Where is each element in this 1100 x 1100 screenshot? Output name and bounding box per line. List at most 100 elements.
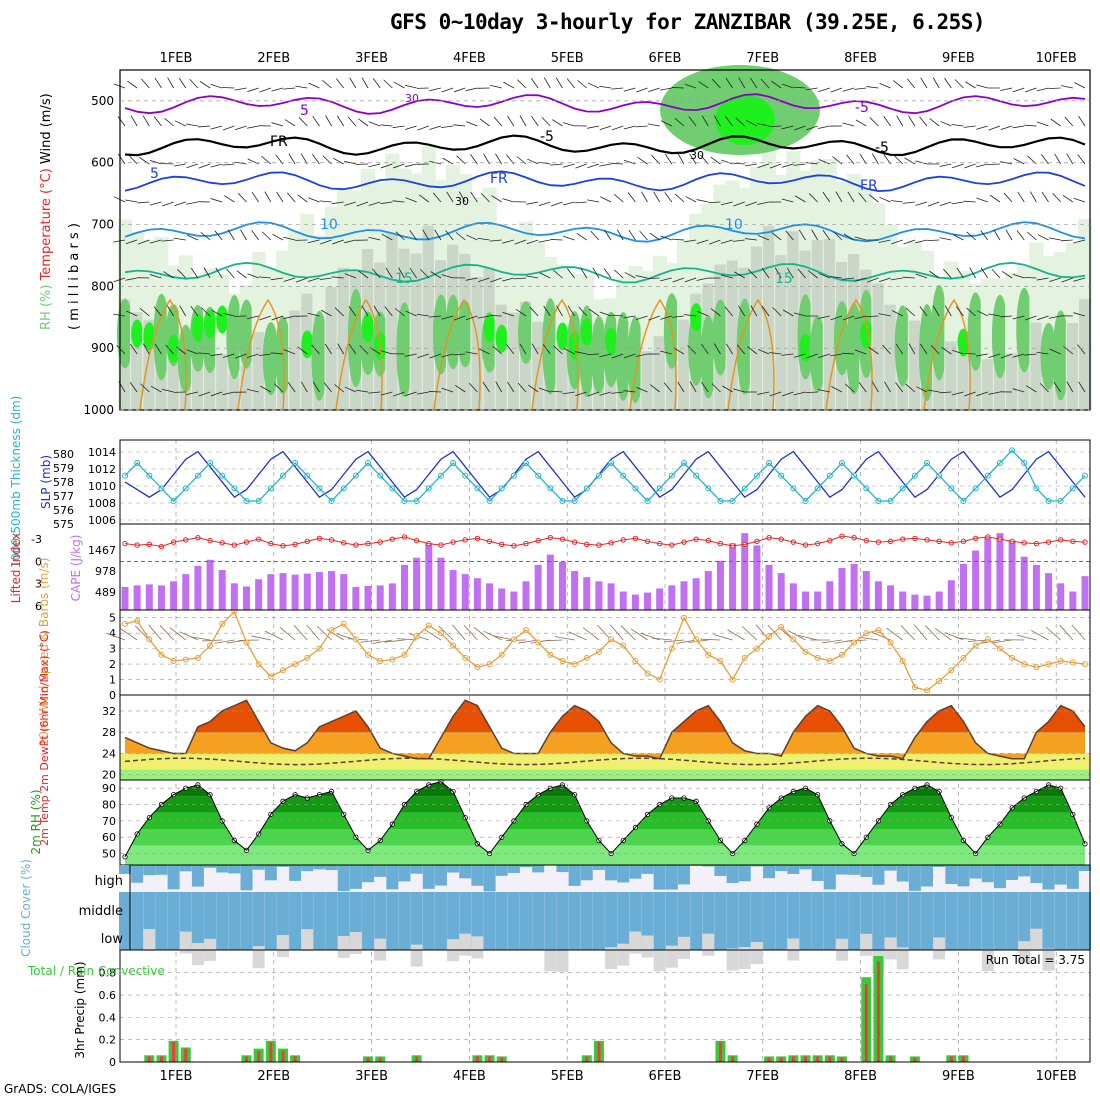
wind-barb [567,268,575,279]
cloud-high-bar [276,865,289,867]
wind-barb [636,387,648,393]
cloud-middle-bar [301,892,314,922]
wind-barb [380,163,393,169]
wind-barb [455,232,466,241]
cloud-high-bar [1030,865,1043,884]
cape-bar [255,579,263,610]
wind-barb [648,87,660,93]
wind-barb [260,385,272,393]
wind-barb [468,382,478,393]
orange-contour [727,298,775,411]
wind-barb [1037,234,1049,241]
wind-barb [270,352,284,355]
rh-cell-green [1052,310,1069,401]
wind-barb [891,310,903,317]
wind-barb [222,163,235,166]
wind-barb [647,277,660,280]
wind-barb [113,313,126,317]
wind-barb [125,277,138,281]
cloud-low-grey [677,936,690,959]
wind-barb [356,389,369,393]
wind-barb [757,348,770,355]
wind-barb [817,125,830,129]
wind-barb [393,81,405,89]
rh-cell-mid [1006,353,1019,410]
wind-barb [648,315,660,321]
wind-barb [495,153,503,165]
wind-barb [903,239,916,245]
rh-cell-green [700,315,717,399]
wind-barb [531,343,539,355]
cloud-middle-bar [690,892,703,922]
rh-cell-green [615,312,632,401]
cloud-high-bar [532,865,545,873]
wind-barb-10m [630,628,648,641]
wind-barb [879,83,891,89]
cloud-high-bar [665,865,678,890]
cloud-middle-bar [434,892,447,922]
wind-barb [271,87,284,92]
cloud-high-bar [240,865,253,891]
cloud-high-bar [629,865,642,879]
wind-barb [394,308,405,317]
wind-barb [319,277,332,281]
cape-bar [218,570,226,610]
temp-ylabel-text: 2m Temp 2m DewPt (6hr Min/Max) (°C) [38,630,51,846]
precip-convective-bar [415,1056,419,1062]
wind-barb [129,382,138,393]
wind-barb-10m [518,639,539,644]
wind-barb [879,196,891,203]
wind-barb [349,77,357,89]
cape-bar [121,586,129,610]
slp-tick: 1006 [88,514,116,527]
cloud-middle-bar [337,892,350,922]
cloud-high-bar [1054,865,1067,885]
cloud-low-grey [1030,928,1043,951]
wind-barb-10m [214,639,235,644]
cloud-high-bar [848,865,861,875]
wind-barb-10m [676,639,697,644]
slp-ylabel-text: SLP (mb) [39,455,53,509]
cloud-high-bar [1079,865,1091,872]
wind-barb [831,386,843,393]
wind-barb [577,80,588,89]
top-day-label: 5FEB [551,51,584,66]
wind-barb [806,125,818,131]
wind-barb [482,381,490,393]
wind-barb [932,305,940,317]
cloud-low-bar [167,922,180,950]
wind-barb [964,391,976,397]
wind-barb [368,121,381,127]
cape-bar [364,585,372,610]
cape-bar [935,591,943,610]
cloud-low-bar [325,922,338,950]
wind-barb [142,343,150,355]
wind-barb [405,125,417,130]
wind-barb [895,382,904,393]
wind-barb [671,87,685,89]
wind-barb [383,79,393,89]
wind-barb [896,115,904,127]
wind-barb [417,353,429,359]
rh-cell-mid [969,364,982,410]
wind-barb [599,85,612,89]
wind-barb [951,201,964,205]
wind-barb-10m [542,639,563,642]
wind-barb [649,232,660,241]
cloud-high-bar [580,865,593,881]
top-day-label: 8FEB [844,51,877,66]
rh-cell-mid [653,336,666,410]
cape-ylabel-text: CAPE (J/kg) [69,535,83,602]
wind-barb [550,239,563,241]
wind-barb [297,194,308,203]
wind-barb [264,191,272,203]
rh-cell-green [432,294,449,375]
thickness-tick: 577 [53,490,74,503]
wind-barb [604,229,612,241]
isotherm-label: 30 [405,92,419,105]
wind-barb [562,163,575,168]
wind-barb [1012,353,1025,358]
cloud-high-bar [957,865,970,887]
cape-bar [1057,583,1065,610]
wind-barb [611,125,624,131]
